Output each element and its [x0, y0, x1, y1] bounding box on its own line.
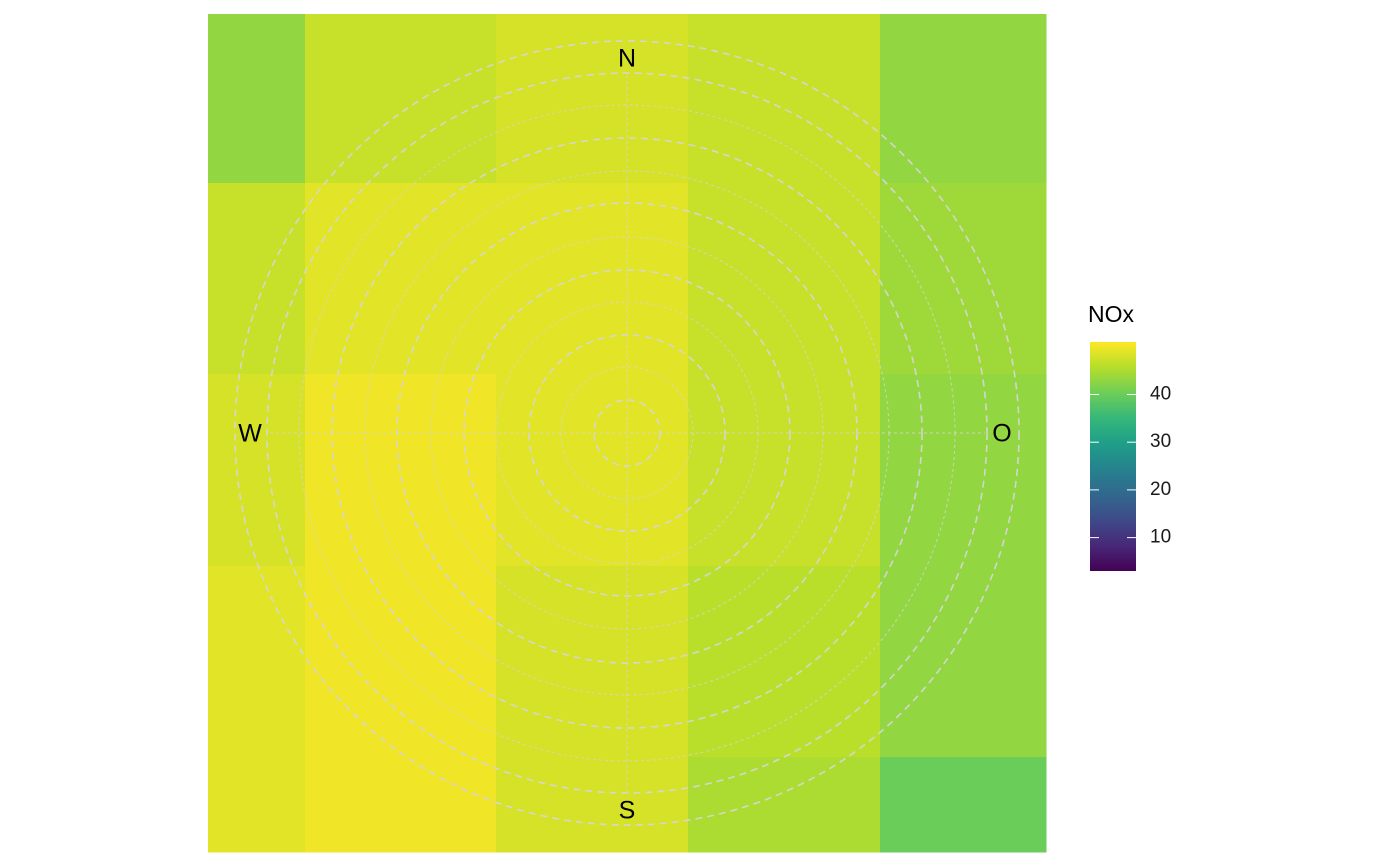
- polar-grid: [234, 40, 1020, 826]
- heatmap-tile: [496, 374, 689, 567]
- heatmap-tile: [688, 14, 881, 184]
- compass-label-north: N: [618, 45, 636, 73]
- compass-labels: N S W O: [238, 45, 1012, 825]
- heatmap-tile: [880, 757, 1047, 853]
- heatmap-tile: [496, 757, 689, 853]
- heatmap-tile: [688, 374, 881, 567]
- heatmap-tile: [208, 183, 306, 375]
- heatmap-tile: [496, 183, 689, 375]
- legend-tick-label: 40: [1150, 383, 1171, 404]
- heatmap-tile: [208, 374, 306, 567]
- legend-tick-label: 20: [1150, 479, 1171, 500]
- legend-ticks: 10 20 30 40: [1090, 383, 1171, 548]
- heatmap-tile: [208, 14, 306, 184]
- legend-tick-label: 30: [1150, 431, 1171, 452]
- color-legend: NOx 10 20 30 40: [1088, 301, 1171, 571]
- heatmap-tile: [688, 757, 881, 853]
- heatmap-tile: [496, 566, 689, 758]
- legend-tick-label: 10: [1150, 527, 1171, 548]
- heatmap-tile: [880, 183, 1047, 375]
- grid-circle: [234, 40, 1020, 826]
- heatmap-tile: [208, 757, 306, 853]
- heatmap-tile: [688, 566, 881, 758]
- heatmap-tile: [880, 14, 1047, 184]
- heatmap-tile: [880, 374, 1047, 567]
- heatmap-tiles: [208, 14, 1047, 853]
- compass-label-south: S: [619, 797, 636, 825]
- legend-colorbar: [1090, 342, 1136, 571]
- heatmap-tile: [305, 566, 497, 758]
- grid-circle: [463, 269, 791, 597]
- heatmap-tile: [688, 183, 881, 375]
- legend-title: NOx: [1088, 301, 1135, 327]
- grid-circle: [266, 72, 988, 794]
- compass-label-west: W: [238, 420, 262, 448]
- heatmap-tile: [305, 183, 497, 375]
- compass-label-east: O: [992, 420, 1011, 448]
- heatmap-tile: [496, 14, 689, 184]
- heatmap-tile: [208, 566, 306, 758]
- heatmap-tile: [880, 566, 1047, 758]
- heatmap-tile: [305, 757, 497, 853]
- heatmap-tile: [305, 14, 497, 184]
